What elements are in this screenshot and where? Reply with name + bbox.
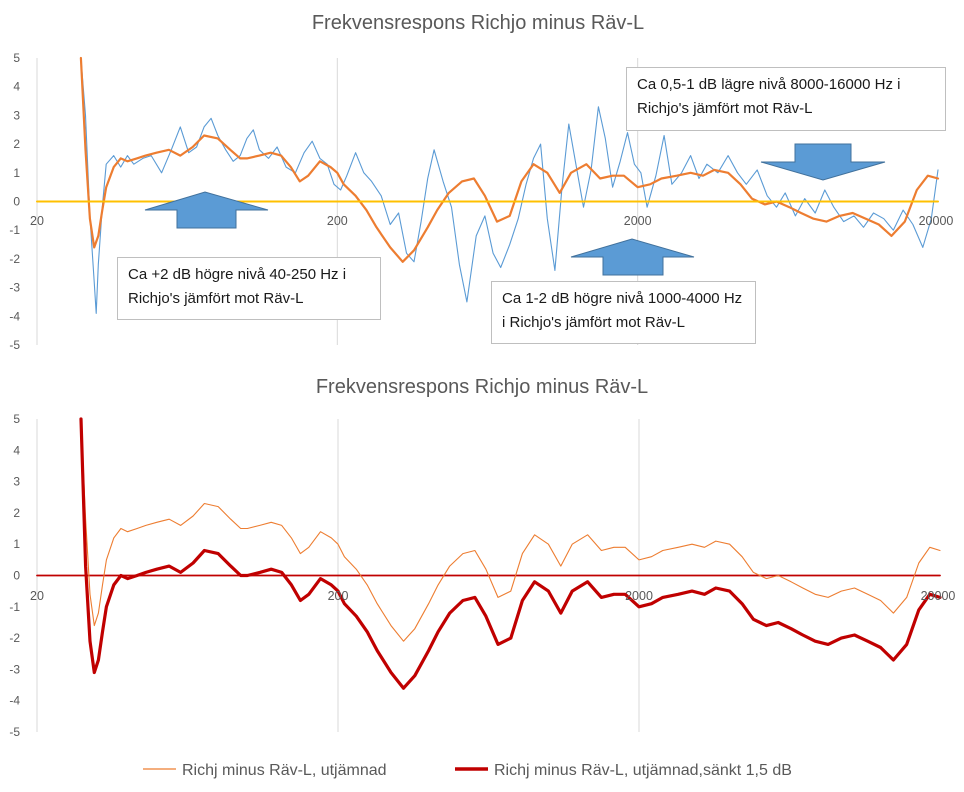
y-tick-label: 0 bbox=[13, 569, 20, 583]
annotation-mid-freq-text: Ca 1-2 dB högre nivå 1000-4000 Hz i Rich… bbox=[502, 290, 743, 331]
y-tick-label: 2 bbox=[13, 137, 20, 151]
y-tick-label: -1 bbox=[9, 600, 20, 614]
chart-top-y-ticks: 5 4 3 2 1 0 -1 -2 -3 -4 -5 bbox=[9, 51, 20, 352]
chart-top-title: Frekvensrespons Richjo minus Räv-L bbox=[312, 12, 644, 34]
y-tick-label: 1 bbox=[13, 537, 20, 551]
arrow-up-middle bbox=[570, 238, 695, 276]
chart-bottom-legend: Richj minus Räv-L, utjämnad Richj minus … bbox=[143, 762, 792, 779]
y-tick-label: -4 bbox=[9, 309, 20, 323]
y-tick-label: -5 bbox=[9, 725, 20, 739]
y-tick-label: 4 bbox=[13, 80, 20, 94]
annotation-low-freq-text: Ca +2 dB högre nivå 40-250 Hz i Richjo's… bbox=[128, 266, 347, 307]
y-tick-label: 2 bbox=[13, 506, 20, 520]
legend-label-smoothed: Richj minus Räv-L, utjämnad bbox=[182, 762, 387, 779]
chart-bottom-title: Frekvensrespons Richjo minus Räv-L bbox=[316, 376, 648, 398]
annotation-box-low-freq: Ca +2 dB högre nivå 40-250 Hz i Richjo's… bbox=[117, 257, 381, 320]
x-tick-label: 2000 bbox=[624, 214, 652, 228]
arrow-up-left bbox=[144, 191, 269, 229]
y-tick-label: -3 bbox=[9, 662, 20, 676]
arrow-down-right bbox=[760, 143, 886, 181]
y-tick-label: 0 bbox=[13, 195, 20, 209]
y-tick-label: 1 bbox=[13, 166, 20, 180]
annotation-high-freq-text: Ca 0,5-1 dB lägre nivå 8000-16000 Hz i R… bbox=[637, 76, 901, 117]
y-tick-label: -3 bbox=[9, 281, 20, 295]
x-tick-label: 20000 bbox=[919, 214, 954, 228]
x-tick-label: 20000 bbox=[921, 589, 956, 603]
y-tick-label: -5 bbox=[9, 338, 20, 352]
chart-bottom-x-ticks: 20 200 2000 20000 bbox=[30, 589, 955, 603]
x-tick-label: 2000 bbox=[625, 589, 653, 603]
annotation-box-mid-freq: Ca 1-2 dB högre nivå 1000-4000 Hz i Rich… bbox=[491, 281, 756, 344]
y-tick-label: -4 bbox=[9, 694, 20, 708]
y-tick-label: 3 bbox=[13, 475, 20, 489]
y-tick-label: -2 bbox=[9, 252, 20, 266]
chart-bottom: Frekvensrespons Richjo minus Räv-L 5 4 3 2 1… bbox=[9, 376, 955, 779]
y-tick-label: 4 bbox=[13, 443, 20, 457]
y-tick-label: -2 bbox=[9, 631, 20, 645]
series-raw-line bbox=[80, 57, 939, 314]
y-tick-label: 5 bbox=[13, 51, 20, 65]
x-tick-label: 200 bbox=[328, 589, 349, 603]
series-lowered-line bbox=[79, 417, 942, 690]
x-tick-label: 20 bbox=[30, 589, 44, 603]
y-tick-label: 3 bbox=[13, 108, 20, 122]
annotation-box-high-freq: Ca 0,5-1 dB lägre nivå 8000-16000 Hz i R… bbox=[626, 67, 946, 131]
legend-label-lowered: Richj minus Räv-L, utjämnad,sänkt 1,5 dB bbox=[494, 762, 792, 779]
x-tick-label: 200 bbox=[327, 214, 348, 228]
series-smoothed-line bbox=[80, 418, 941, 642]
chart-bottom-series bbox=[36, 417, 942, 690]
chart-top-x-ticks: 20 200 2000 20000 bbox=[30, 214, 953, 228]
y-tick-label: -1 bbox=[9, 223, 20, 237]
chart-bottom-y-ticks: 5 4 3 2 1 0 -1 -2 -3 -4 -5 bbox=[9, 412, 20, 739]
chart-top: Frekvensrespons Richjo minus Räv-L 5 4 3 2 1… bbox=[9, 12, 953, 352]
y-tick-label: 5 bbox=[13, 412, 20, 426]
x-tick-label: 20 bbox=[30, 214, 44, 228]
